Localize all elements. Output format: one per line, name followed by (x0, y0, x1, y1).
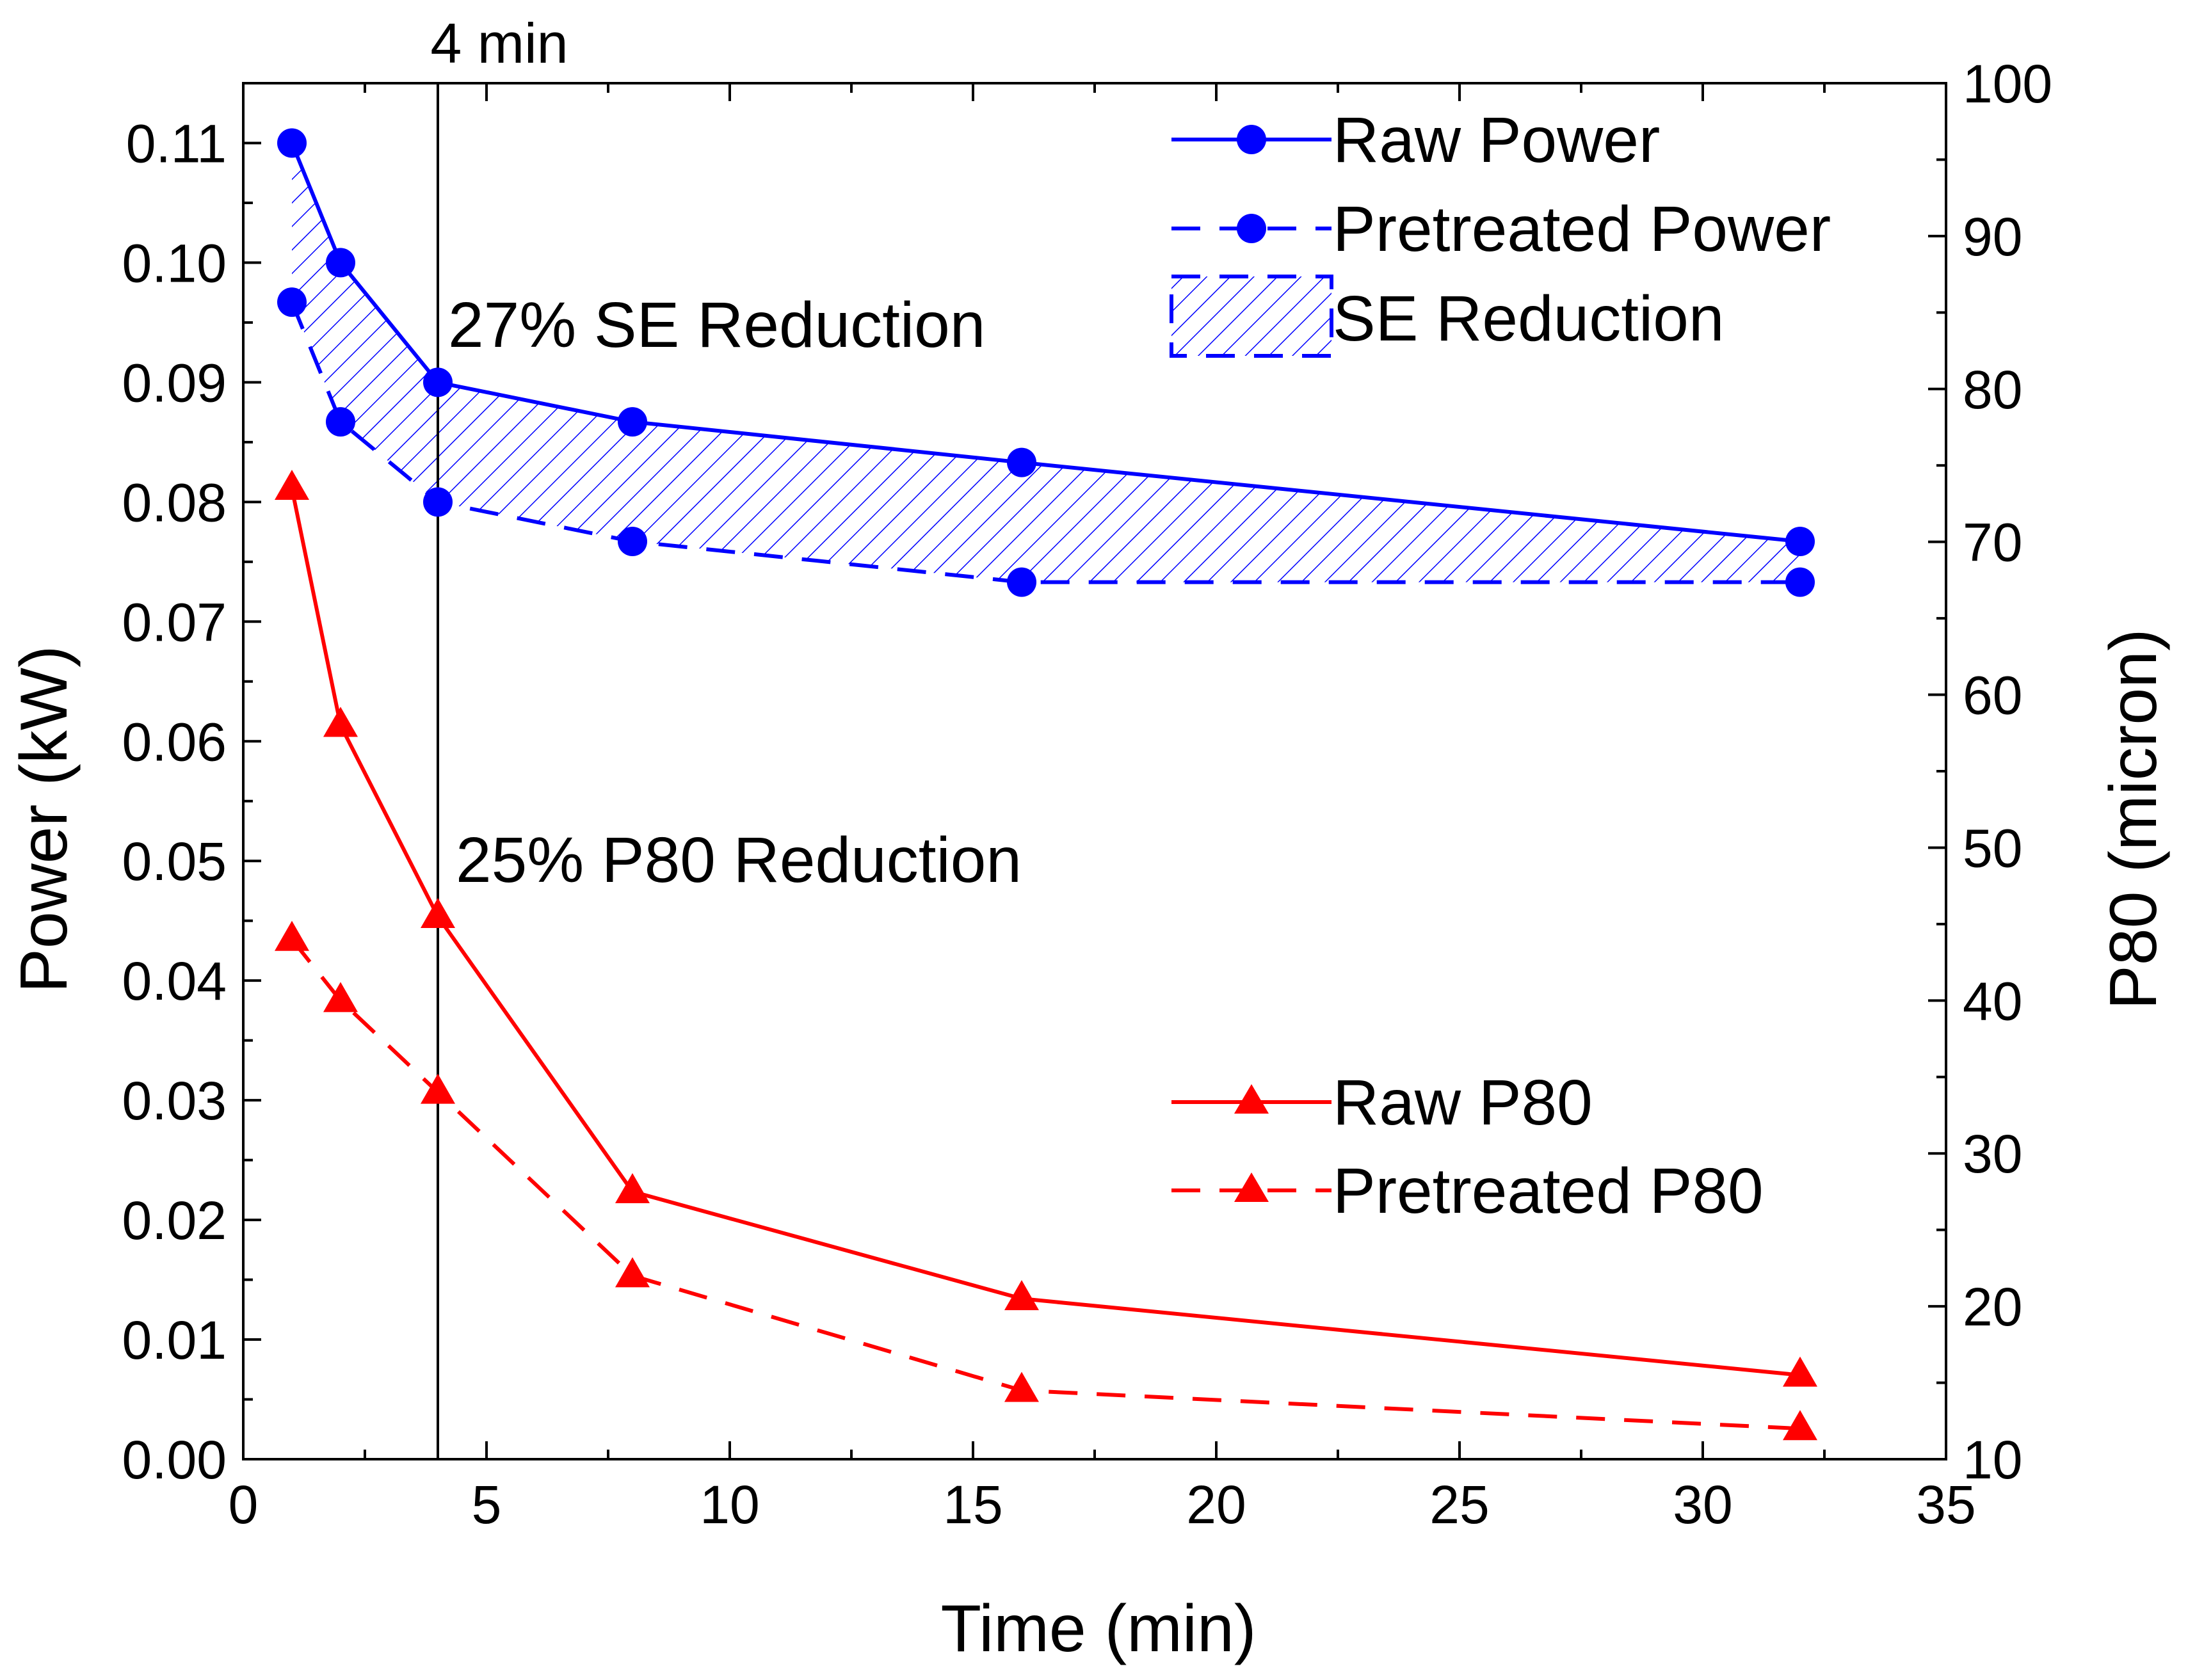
y-right-tick-label: 70 (1963, 513, 2022, 573)
y-left-tick-label: 0.08 (122, 472, 227, 532)
y-left-tick-label: 0.02 (122, 1190, 227, 1251)
data-point-pretreated-power (326, 407, 355, 437)
annotation-p80-reduction: 25% P80 Reduction (456, 824, 1022, 896)
se-reduction-shaded-area (292, 143, 1800, 582)
series-line-raw-power (290, 142, 1801, 544)
x-tick-label: 35 (1916, 1475, 1975, 1535)
y-left-tick-label: 0.09 (122, 353, 227, 413)
x-tick-label: 20 (1186, 1475, 1246, 1535)
y-right-tick-label: 90 (1963, 207, 2022, 267)
data-point-raw-p80 (275, 470, 309, 500)
legend-se-reduction-swatch (1170, 275, 1333, 358)
data-point-raw-p80 (1783, 1356, 1817, 1387)
legend-pretreated-power-label: Pretreated Power (1333, 193, 1831, 265)
legend-pretreated-power-marker (1237, 214, 1266, 243)
data-point-pretreated-power (1007, 567, 1036, 597)
legend-raw-power-label: Raw Power (1333, 104, 1660, 176)
y-left-tick-label: 0.06 (122, 712, 227, 772)
data-point-raw-p80 (615, 1172, 650, 1203)
series-line-pretreated-p80 (290, 938, 1801, 1431)
x-tick-label: 10 (700, 1475, 759, 1535)
data-point-pretreated-p80 (275, 920, 309, 951)
legend-raw-p80-marker (1234, 1084, 1269, 1114)
data-point-pretreated-p80 (421, 1073, 455, 1104)
legend-power: Raw Power Pretreated Power SE Reduction (1170, 104, 1831, 358)
y-left-tick-label: 0.10 (122, 233, 227, 293)
data-point-pretreated-p80 (323, 982, 358, 1012)
data-point-raw-power (277, 128, 307, 158)
series-group (290, 142, 1801, 1431)
data-point-raw-power (1785, 527, 1815, 557)
series-line-raw-p80 (290, 488, 1801, 1377)
data-point-pretreated-p80 (1004, 1372, 1039, 1402)
y-left-tick-label: 0.07 (122, 592, 227, 652)
data-point-raw-power (326, 248, 355, 278)
y-right-tick-label: 40 (1963, 971, 2022, 1031)
x-axis-label: Time (min) (941, 1592, 1257, 1666)
y-right-tick-label: 10 (1963, 1430, 2022, 1490)
y-right-tick-label: 50 (1963, 818, 2022, 878)
y-left-tick-label: 0.03 (122, 1071, 227, 1131)
data-point-raw-power (618, 407, 647, 437)
y-left-tick-label: 0.11 (126, 113, 227, 173)
x-tick-label: 5 (472, 1475, 502, 1535)
data-point-pretreated-power (277, 287, 307, 317)
y-right-tick-label: 80 (1963, 360, 2022, 420)
x-tick-label: 0 (229, 1475, 259, 1535)
y-left-tick-label: 0.04 (122, 951, 227, 1011)
legend-pretreated-p80-marker (1234, 1172, 1269, 1202)
data-point-pretreated-p80 (1783, 1410, 1817, 1441)
x-tick-label: 25 (1429, 1475, 1489, 1535)
y-axis-left-label: Power (kW) (7, 645, 81, 993)
data-point-raw-p80 (421, 897, 455, 928)
vline-label: 4 min (430, 12, 568, 75)
data-point-raw-p80 (1004, 1280, 1039, 1311)
legend-se-reduction-label: SE Reduction (1333, 283, 1724, 355)
data-point-pretreated-power (618, 527, 647, 557)
y-left-tick-label: 0.05 (122, 831, 227, 892)
data-point-raw-power (423, 367, 453, 397)
annotation-se-reduction: 27% SE Reduction (448, 289, 985, 361)
y-axis-right-label: P80 (micron) (2096, 628, 2171, 1009)
data-point-pretreated-power (423, 487, 453, 517)
data-point-raw-p80 (323, 707, 358, 737)
x-tick-label: 15 (943, 1475, 1002, 1535)
data-point-pretreated-p80 (615, 1257, 650, 1288)
se-reduction-shaded-area-group (292, 143, 1800, 582)
y-left-tick-label: 0.01 (122, 1310, 227, 1370)
data-point-pretreated-power (1785, 567, 1815, 597)
y-left-tick-label: 0.00 (122, 1430, 227, 1490)
legend-raw-p80-label: Raw P80 (1333, 1067, 1593, 1139)
axes-group: 0 5 10 15 20 25 30 35 0.00 0.01 0.02 0.03 0.04 0.05 0.… (122, 54, 2053, 1535)
series-line-pretreated-power (290, 301, 1800, 584)
y-right-tick-label: 100 (1963, 54, 2052, 114)
legend-raw-power-marker (1237, 125, 1266, 154)
data-point-raw-power (1007, 447, 1036, 477)
y-right-tick-label: 30 (1963, 1124, 2022, 1184)
legend-pretreated-p80-label: Pretreated P80 (1333, 1155, 1764, 1227)
x-tick-label: 30 (1673, 1475, 1732, 1535)
legend-p80: Raw P80 Pretreated P80 (1171, 1067, 1764, 1227)
markers-group (275, 128, 1817, 1441)
y-right-tick-label: 20 (1963, 1277, 2022, 1337)
y-right-tick-label: 60 (1963, 666, 2022, 726)
